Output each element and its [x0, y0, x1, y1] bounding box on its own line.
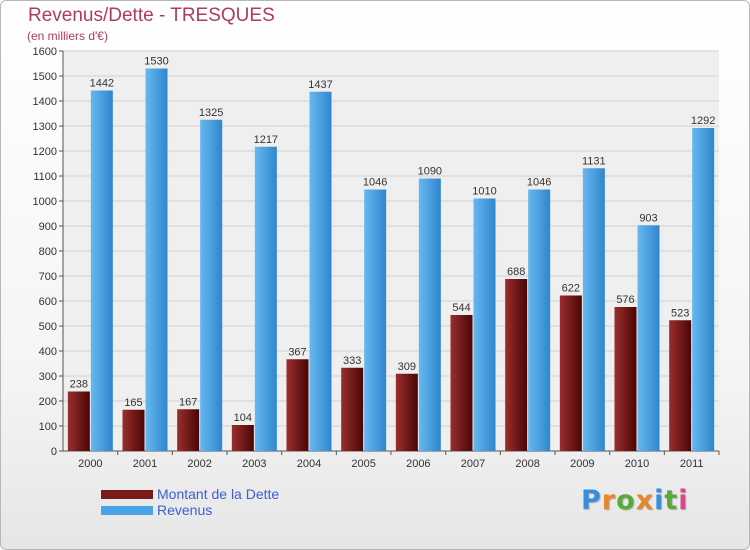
x-tick-label: 2004	[297, 458, 321, 470]
bar-dette	[122, 409, 145, 451]
y-tick-label: 1400	[33, 96, 57, 108]
bar-dette	[505, 279, 528, 451]
x-tick-label: 2002	[187, 458, 211, 470]
data-label-dette: 622	[562, 283, 580, 295]
x-tick-label: 2007	[461, 458, 485, 470]
y-tick-label: 1600	[33, 46, 57, 58]
bar-revenus	[254, 146, 277, 451]
data-label-dette: 309	[398, 361, 416, 373]
bar-dette	[559, 295, 582, 451]
y-tick-label: 1300	[33, 121, 57, 133]
bar-dette	[669, 320, 692, 451]
data-label-dette: 544	[452, 302, 470, 314]
data-label-dette: 688	[507, 266, 525, 278]
y-tick-label: 100	[39, 421, 57, 433]
x-tick-label: 2006	[406, 458, 430, 470]
y-tick-label: 1000	[33, 196, 57, 208]
proxiti-logo: Proxiti	[581, 485, 689, 516]
x-tick-label: 2011	[680, 458, 704, 470]
bar-revenus	[582, 168, 605, 451]
x-tick-label: 2000	[78, 458, 102, 470]
data-label-dette: 167	[179, 396, 197, 408]
data-label-revenus: 1442	[90, 78, 114, 90]
data-label-dette: 367	[288, 346, 306, 358]
data-label-revenus: 1325	[199, 107, 223, 119]
bar-dette	[395, 373, 418, 451]
bar-dette	[231, 425, 254, 451]
data-label-dette: 165	[124, 397, 142, 409]
data-label-dette: 333	[343, 355, 361, 367]
bar-dette	[67, 391, 90, 451]
bar-revenus	[90, 90, 113, 451]
data-label-revenus: 1131	[582, 155, 606, 167]
data-label-dette: 576	[616, 294, 634, 306]
data-label-revenus: 1046	[527, 177, 551, 189]
bar-dette	[341, 367, 364, 451]
bar-revenus	[418, 178, 441, 451]
legend-item-revenus: Revenus	[101, 502, 279, 518]
bar-revenus	[528, 189, 551, 451]
y-tick-label: 1100	[33, 171, 57, 183]
data-label-revenus: 1090	[418, 166, 442, 178]
bar-dette	[614, 307, 637, 451]
bar-revenus	[637, 225, 660, 451]
y-tick-label: 0	[51, 446, 57, 458]
legend-item-dette: Montant de la Dette	[101, 486, 279, 502]
data-label-dette: 523	[671, 307, 689, 319]
data-label-revenus: 1217	[254, 134, 278, 146]
x-tick-label: 2001	[133, 458, 157, 470]
x-tick-label: 2003	[242, 458, 266, 470]
bar-revenus	[309, 91, 332, 451]
y-tick-label: 700	[39, 271, 57, 283]
y-tick-label: 400	[39, 346, 57, 358]
x-tick-label: 2008	[515, 458, 539, 470]
legend-label-dette: Montant de la Dette	[157, 486, 280, 502]
data-label-revenus: 903	[639, 212, 657, 224]
bar-revenus	[200, 119, 223, 451]
chart-title: Revenus/Dette - TRESQUES	[28, 5, 275, 26]
y-tick-label: 600	[39, 296, 57, 308]
y-tick-label: 800	[39, 246, 57, 258]
bar-dette	[177, 409, 200, 451]
x-tick-label: 2010	[625, 458, 649, 470]
data-label-revenus: 1292	[691, 115, 715, 127]
y-tick-label: 900	[39, 221, 57, 233]
y-tick-label: 300	[39, 371, 57, 383]
legend-swatch-revenus	[101, 505, 153, 515]
data-label-revenus: 1530	[144, 56, 168, 68]
legend-swatch-dette	[101, 489, 153, 499]
bar-revenus	[145, 68, 168, 451]
data-label-revenus: 1046	[363, 177, 387, 189]
bar-revenus	[692, 128, 715, 451]
bar-dette	[286, 359, 309, 451]
bar-dette	[450, 315, 473, 451]
legend: Montant de la Dette Revenus	[101, 486, 279, 518]
data-label-revenus: 1437	[308, 79, 332, 91]
y-tick-label: 500	[39, 321, 57, 333]
data-label-dette: 104	[234, 412, 252, 424]
y-tick-label: 200	[39, 396, 57, 408]
y-tick-label: 1200	[33, 146, 57, 158]
bar-chart: 0 100 200 300 400 500 600 700 800 900 1000 1100 1200…	[33, 46, 720, 470]
data-label-revenus: 1010	[472, 186, 496, 198]
data-label-dette: 238	[70, 379, 88, 391]
x-tick-label: 2009	[570, 458, 594, 470]
bar-revenus	[473, 198, 496, 451]
chart-subtitle: (en milliers d'€)	[27, 29, 108, 43]
legend-label-revenus: Revenus	[157, 502, 213, 518]
bar-revenus	[364, 189, 387, 451]
y-tick-label: 1500	[33, 71, 57, 83]
x-tick-label: 2005	[351, 458, 375, 470]
